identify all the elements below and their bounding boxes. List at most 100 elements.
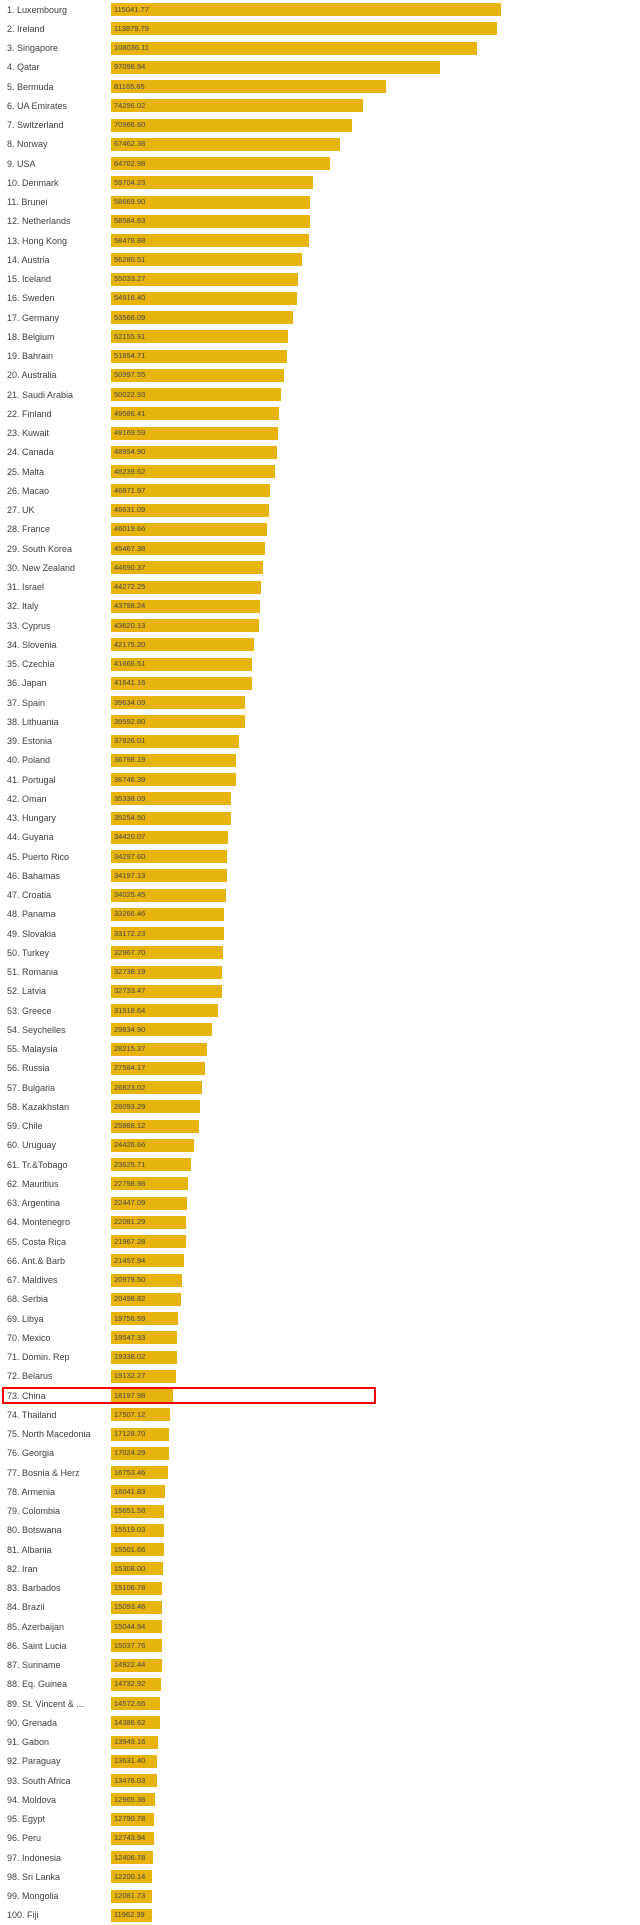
value-bar[interactable]: 19547.33 — [111, 1331, 178, 1345]
value-bar[interactable]: 12406.78 — [111, 1851, 154, 1865]
value-bar[interactable]: 14922.44 — [111, 1658, 162, 1672]
value-bar[interactable]: 36746.39 — [111, 773, 236, 787]
value-bar[interactable]: 20979.50 — [111, 1273, 183, 1287]
value-bar[interactable]: 15519.03 — [111, 1523, 164, 1537]
value-bar[interactable]: 34297.60 — [111, 850, 228, 864]
value-bar[interactable]: 81165.65 — [111, 80, 387, 94]
value-bar[interactable]: 12965.38 — [111, 1793, 155, 1807]
value-bar[interactable]: 35338.09 — [111, 792, 231, 806]
value-bar[interactable]: 16041.83 — [111, 1485, 166, 1499]
value-bar[interactable]: 17128.70 — [111, 1427, 170, 1441]
value-bar[interactable]: 39634.09 — [111, 696, 246, 710]
value-bar[interactable]: 33172.23 — [111, 927, 224, 941]
value-bar[interactable]: 43620.13 — [111, 619, 259, 633]
value-bar[interactable]: 33266.46 — [111, 907, 224, 921]
value-bar[interactable]: 32733.47 — [111, 984, 222, 998]
value-bar[interactable]: 18197.98 — [111, 1389, 173, 1403]
value-bar[interactable]: 48954.90 — [111, 445, 277, 459]
value-bar[interactable]: 21457.94 — [111, 1254, 184, 1268]
value-bar[interactable]: 39592.80 — [111, 715, 246, 729]
value-bar[interactable]: 36798.19 — [111, 753, 236, 767]
value-bar[interactable]: 46631.09 — [111, 503, 270, 517]
value-bar[interactable]: 16753.46 — [111, 1466, 168, 1480]
value-bar[interactable]: 44272.25 — [111, 580, 262, 594]
value-bar[interactable]: 59704.23 — [111, 176, 314, 190]
value-bar[interactable]: 32967.70 — [111, 946, 223, 960]
value-bar[interactable]: 58669.90 — [111, 195, 310, 209]
value-bar[interactable]: 14386.62 — [111, 1716, 160, 1730]
value-bar[interactable]: 97096.94 — [111, 60, 441, 74]
value-bar[interactable]: 58478.88 — [111, 234, 310, 248]
value-bar[interactable]: 54916.40 — [111, 291, 298, 305]
value-bar[interactable]: 15044.94 — [111, 1620, 162, 1634]
value-bar[interactable]: 29834.90 — [111, 1023, 213, 1037]
value-bar[interactable]: 42175.20 — [111, 638, 254, 652]
value-bar[interactable]: 12790.78 — [111, 1812, 155, 1826]
value-bar[interactable]: 49586.41 — [111, 407, 280, 421]
value-bar[interactable]: 34197.13 — [111, 869, 227, 883]
value-bar[interactable]: 50997.55 — [111, 368, 284, 382]
value-bar[interactable]: 14732.92 — [111, 1677, 161, 1691]
value-bar[interactable]: 49169.59 — [111, 426, 278, 440]
value-bar[interactable]: 22447.09 — [111, 1196, 188, 1210]
value-bar[interactable]: 15501.66 — [111, 1543, 164, 1557]
value-bar[interactable]: 15651.58 — [111, 1504, 165, 1518]
value-bar[interactable]: 28215.37 — [111, 1042, 207, 1056]
value-bar[interactable]: 44690.37 — [111, 561, 263, 575]
value-bar[interactable]: 37826.01 — [111, 734, 240, 748]
value-bar[interactable]: 45467.38 — [111, 542, 266, 556]
value-bar[interactable]: 58584.63 — [111, 214, 310, 228]
value-bar[interactable]: 23625.71 — [111, 1158, 192, 1172]
value-bar[interactable]: 22081.29 — [111, 1215, 186, 1229]
value-bar[interactable]: 24426.66 — [111, 1138, 194, 1152]
value-bar[interactable]: 55033.27 — [111, 272, 298, 286]
value-bar[interactable]: 21967.28 — [111, 1235, 186, 1249]
value-bar[interactable]: 31518.64 — [111, 1004, 218, 1018]
value-bar[interactable]: 115041.77 — [111, 3, 501, 17]
value-bar[interactable]: 41666.51 — [111, 657, 253, 671]
value-bar[interactable]: 108036.11 — [111, 41, 478, 55]
value-bar[interactable]: 15037.76 — [111, 1639, 162, 1653]
value-bar[interactable]: 51854.71 — [111, 349, 287, 363]
value-bar[interactable]: 56280.51 — [111, 253, 302, 267]
value-bar[interactable]: 12200.14 — [111, 1870, 153, 1884]
value-bar[interactable]: 67462.38 — [111, 137, 340, 151]
value-bar[interactable]: 26823.02 — [111, 1081, 202, 1095]
value-bar[interactable]: 13631.40 — [111, 1754, 158, 1768]
value-bar[interactable]: 19132.27 — [111, 1369, 176, 1383]
value-bar[interactable]: 46871.97 — [111, 484, 270, 498]
value-bar[interactable]: 32738.19 — [111, 965, 222, 979]
value-bar[interactable]: 12081.73 — [111, 1889, 152, 1903]
value-bar[interactable]: 34025.45 — [111, 888, 227, 902]
value-bar[interactable]: 27584.17 — [111, 1061, 205, 1075]
value-bar[interactable]: 14572.66 — [111, 1697, 161, 1711]
value-bar[interactable]: 25888.12 — [111, 1119, 199, 1133]
value-bar[interactable]: 22798.98 — [111, 1177, 189, 1191]
value-bar[interactable]: 15106.78 — [111, 1581, 163, 1595]
value-bar[interactable]: 12743.94 — [111, 1831, 155, 1845]
value-bar[interactable]: 26093.29 — [111, 1100, 200, 1114]
value-bar[interactable]: 19338.02 — [111, 1350, 177, 1364]
value-bar[interactable]: 11962.39 — [111, 1908, 152, 1922]
value-bar[interactable]: 13949.16 — [111, 1735, 159, 1749]
value-bar[interactable]: 52155.91 — [111, 330, 288, 344]
value-bar[interactable]: 74296.02 — [111, 99, 363, 113]
value-bar[interactable]: 15308.00 — [111, 1562, 163, 1576]
value-bar[interactable]: 50022.93 — [111, 388, 281, 402]
value-bar[interactable]: 20498.82 — [111, 1292, 181, 1306]
value-bar[interactable]: 41641.16 — [111, 676, 253, 690]
value-bar[interactable]: 43798.24 — [111, 599, 260, 613]
value-bar[interactable]: 17507.12 — [111, 1408, 171, 1422]
value-bar[interactable]: 70966.60 — [111, 118, 352, 132]
value-bar[interactable]: 13476.03 — [111, 1774, 157, 1788]
value-bar[interactable]: 53566.09 — [111, 311, 293, 325]
value-bar[interactable]: 35254.50 — [111, 811, 231, 825]
value-bar[interactable]: 34420.07 — [111, 830, 228, 844]
value-bar[interactable]: 46019.66 — [111, 522, 267, 536]
value-bar[interactable]: 64702.98 — [111, 157, 331, 171]
value-bar[interactable]: 15093.46 — [111, 1600, 163, 1614]
value-bar[interactable]: 48239.62 — [111, 465, 275, 479]
value-bar[interactable]: 19756.59 — [111, 1312, 178, 1326]
value-bar[interactable]: 17024.29 — [111, 1446, 169, 1460]
value-bar[interactable]: 113879.79 — [111, 22, 498, 36]
